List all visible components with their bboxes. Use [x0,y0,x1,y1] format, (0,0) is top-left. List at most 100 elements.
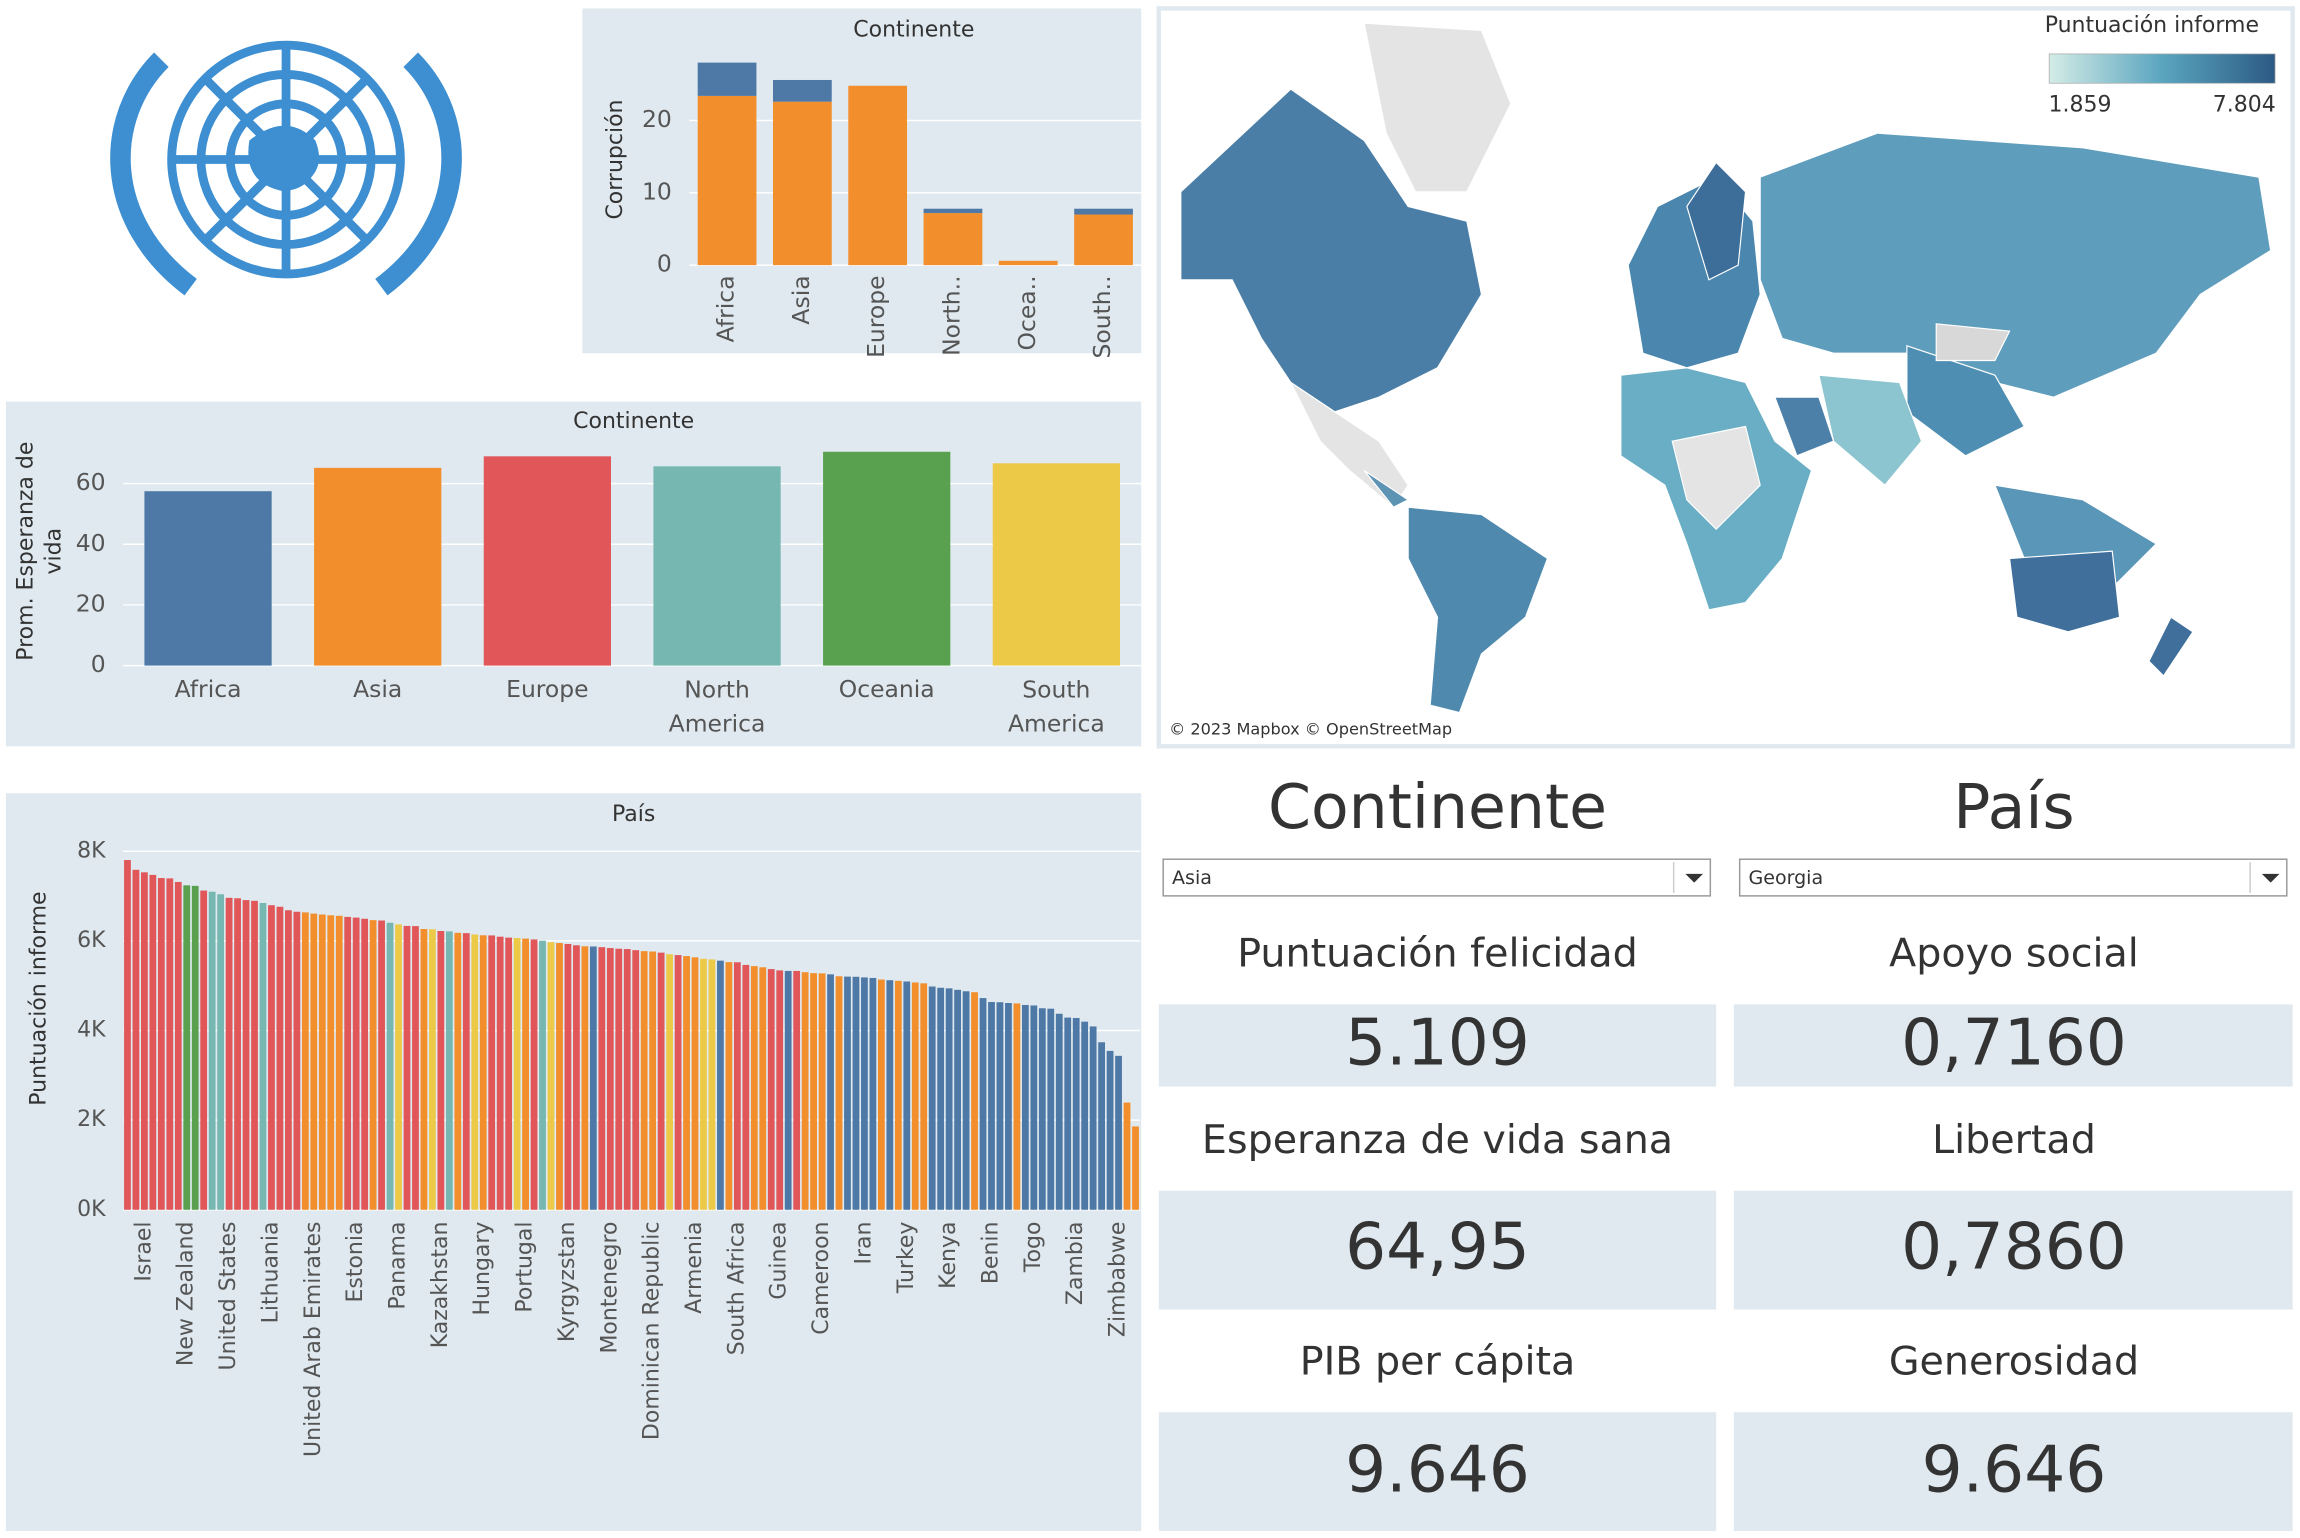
x-tick-label: Estonia [343,1222,368,1303]
chart-title: País [612,802,655,827]
kpi-box [1733,1412,2293,1532]
bar [691,957,699,1210]
legend-max: 7.804 [2213,92,2276,117]
kpi-value: 9.646 [1922,1432,2107,1507]
x-tick-label: Africa [712,275,740,342]
dropdown-value: Georgia [1748,867,1823,889]
bar [488,935,496,1210]
x-tick-label: Kenya [936,1222,961,1289]
bar [573,945,580,1210]
y-tick-label: 20 [76,589,106,617]
bar [640,951,648,1210]
dropdown[interactable] [1738,858,2288,897]
bar [462,933,470,1210]
bar [327,915,335,1210]
bar [157,878,165,1210]
dropdown-arrow[interactable] [1685,873,1703,883]
kpi-value: 9.646 [1345,1432,1530,1507]
bar [314,467,442,666]
x-tick-label: North.. [937,275,965,356]
bar [827,974,834,1210]
bar [547,942,555,1210]
y-axis-label: Corrupción [603,100,628,220]
x-tick-label: Kazakhstan [428,1222,453,1349]
y-tick-label: 4K [77,1018,106,1043]
bar [1021,1004,1029,1210]
filter-title: Continente [1268,771,1607,843]
x-tick-label: Hungary [470,1222,495,1316]
bar [183,885,191,1210]
bar [742,964,750,1210]
bar [657,952,665,1210]
bar [823,451,951,666]
dropdown-value: Asia [1172,867,1212,889]
x-tick-label: Turkey [894,1222,919,1295]
dropdown[interactable] [1162,858,1712,897]
bar [352,917,360,1210]
legend-min: 1.859 [2048,92,2111,117]
x-tick-label: Montenegro [597,1222,622,1354]
bar [606,948,614,1210]
x-tick-label: Portugal [513,1222,538,1313]
bar [708,959,716,1210]
kpi-box [1158,1412,1717,1532]
bar [522,938,529,1210]
bar [844,976,851,1210]
bar [420,929,428,1210]
x-tick-label: Europe [862,275,890,357]
bar [877,979,885,1210]
bar [259,903,267,1210]
bar [242,900,250,1210]
bar [869,977,877,1210]
x-tick-label: Lithuania [258,1222,283,1324]
bar [1089,1026,1097,1210]
dropdown-arrow[interactable] [2261,873,2280,883]
bar [801,972,809,1210]
y-tick-label: 8K [77,838,106,863]
bar [1064,1017,1072,1210]
bar [988,1002,995,1210]
bar [776,970,784,1210]
bar [1132,1126,1139,1210]
bar-segment [772,79,832,102]
bar [632,950,640,1210]
bar [556,943,563,1210]
x-tick-label: Oceania [839,675,935,703]
bar [144,491,272,666]
bar [971,992,978,1210]
bar [191,885,199,1210]
bar [217,894,225,1210]
bar [1047,1008,1055,1210]
map [1180,22,2272,714]
bar [276,906,284,1210]
bar [996,1002,1004,1210]
y-tick-label: 10 [642,177,672,205]
x-tick-label: Zambia [1063,1222,1088,1306]
bar [369,920,377,1210]
x-tick-label: Asia [353,675,402,703]
bar [318,914,326,1210]
bar-segment [1074,214,1133,266]
bar [132,869,140,1210]
y-tick-label: 6K [77,928,106,953]
bar [124,860,131,1210]
bar [378,920,385,1210]
bar [962,991,970,1210]
bar [666,954,673,1210]
bar [310,913,318,1210]
x-tick-label: Israel [131,1222,156,1282]
x-tick-label: United States [216,1222,241,1371]
y-tick-label: 0K [77,1197,106,1222]
bar [784,970,792,1210]
kpi-label: Libertad [1932,1117,2096,1163]
bar [750,966,758,1210]
kpi-value: 64,95 [1345,1209,1530,1284]
bar [530,939,538,1210]
bar [335,915,343,1210]
bar [483,456,611,666]
y-tick-label: 20 [642,105,672,133]
bar [1098,1042,1106,1210]
x-tick-label: South America [1008,675,1105,737]
bar [759,967,767,1210]
bar [894,980,902,1210]
